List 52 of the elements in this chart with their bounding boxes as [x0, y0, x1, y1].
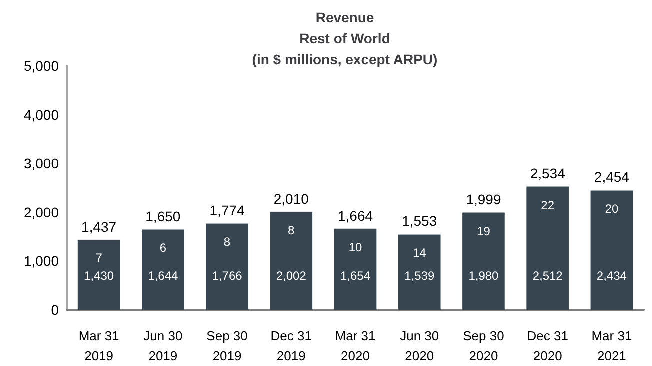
total-label: 2,010 [274, 190, 310, 207]
total-label: 1,999 [466, 191, 502, 208]
y-tick-label: 5,000 [24, 58, 60, 74]
data-label: 2,002 [276, 269, 307, 283]
total-label: 1,774 [210, 202, 245, 218]
total-label: 2,454 [594, 169, 630, 186]
data-label: 1,766 [212, 269, 243, 283]
bar [590, 191, 634, 310]
bar [206, 224, 248, 310]
total-label: 1,437 [82, 218, 117, 235]
x-tick-label: Sep 30 2019 [206, 328, 248, 364]
y-tick-label: 4,000 [24, 106, 60, 123]
data-label: 10 [348, 240, 362, 254]
data-label: 14 [412, 246, 427, 260]
x-tick-label: Mar 31 2020 [335, 328, 376, 364]
data-label: 1,430 [84, 269, 114, 283]
data-label: 1,539 [404, 269, 435, 283]
total-label: 2,534 [530, 165, 566, 182]
x-tick-label: Dec 31 2020 [527, 328, 568, 364]
data-label: 20 [605, 202, 619, 216]
x-tick-label: Dec 31 2019 [270, 328, 312, 364]
bar [270, 212, 313, 310]
data-label: 1,644 [148, 269, 179, 283]
y-tick-label: 3,000 [24, 156, 60, 172]
bar [526, 187, 569, 310]
x-tick-label: Jun 30 2019 [144, 328, 183, 364]
bar [142, 230, 184, 310]
data-label: 22 [541, 198, 555, 212]
y-tick-label: 2,000 [24, 204, 60, 220]
data-label: 7 [96, 251, 103, 266]
total-label: 1,650 [146, 208, 181, 224]
data-label: 8 [224, 234, 231, 249]
bar [334, 229, 377, 310]
bar [398, 234, 441, 310]
data-label: 19 [477, 224, 491, 238]
x-tick-label: Mar 31 2019 [78, 328, 120, 364]
data-label: 1,980 [468, 269, 500, 283]
x-tick-label: Jun 30 2020 [400, 328, 440, 364]
x-tick-label: Mar 31 2021 [592, 328, 632, 364]
data-label: 6 [160, 240, 167, 255]
y-tick-label: 0 [51, 302, 60, 318]
x-tick-label: Sep 30 2020 [463, 328, 504, 364]
y-tick-label: 1,000 [24, 253, 60, 270]
data-label: 1,654 [340, 269, 371, 283]
total-label: 1,664 [338, 208, 374, 224]
bar [462, 213, 505, 310]
total-label: 1,553 [402, 213, 438, 230]
data-label: 2,512 [532, 269, 564, 283]
data-label: 8 [288, 223, 296, 238]
bar [78, 240, 120, 310]
data-label: 2,434 [596, 269, 628, 283]
chart-title: Revenue Rest of World (in $ millions, except ARPU) [252, 10, 438, 68]
